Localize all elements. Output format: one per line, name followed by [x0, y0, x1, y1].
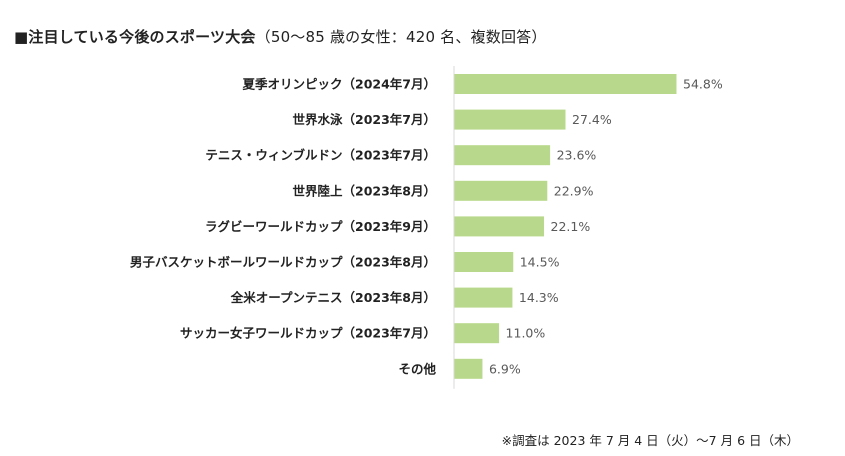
data-label: 14.5%: [520, 255, 560, 270]
category-label: 世界水泳（2023年7月）: [293, 112, 437, 127]
data-label: 22.1%: [551, 219, 591, 234]
survey-footnote: ※調査は 2023 年 7 月 4 日（火）～7 月 6 日（木）: [501, 433, 799, 448]
data-label: 22.9%: [554, 183, 594, 198]
bar: [454, 216, 545, 237]
bar: [454, 252, 514, 272]
data-label: 11.0%: [506, 326, 546, 341]
data-label: 6.9%: [489, 361, 521, 376]
data-label: 27.4%: [572, 112, 612, 127]
bar: [454, 145, 551, 166]
category-label: 夏季オリンピック（2024年7月）: [242, 77, 437, 92]
data-label: 14.3%: [519, 290, 559, 305]
data-label: 23.6%: [557, 148, 597, 163]
bar: [454, 109, 566, 130]
category-label: ラグビーワールドカップ（2023年9月）: [205, 219, 436, 234]
bar: [454, 180, 548, 201]
category-label: 世界陸上（2023年8月）: [293, 183, 437, 198]
chart-title-subtitle: （50～85 歳の女性：420 名、複数回答）: [255, 28, 547, 46]
data-label: 54.8%: [683, 77, 723, 92]
bar: [454, 358, 483, 379]
bar: [454, 74, 677, 94]
chart-title-main: ■注目している今後のスポーツ大会: [14, 28, 256, 46]
category-label: 男子バスケットボールワールドカップ（2023年8月）: [130, 255, 436, 270]
bar: [454, 287, 513, 308]
category-label: テニス・ウィンブルドン（2023年7月）: [205, 148, 436, 163]
chart-title: ■注目している今後のスポーツ大会（50～85 歳の女性：420 名、複数回答）: [14, 26, 547, 47]
category-label: その他: [398, 361, 436, 376]
bar: [454, 323, 500, 344]
category-label: 全米オープンテニス（2023年8月）: [230, 290, 436, 305]
category-label: サッカー女子ワールドカップ（2023年7月）: [180, 326, 436, 341]
